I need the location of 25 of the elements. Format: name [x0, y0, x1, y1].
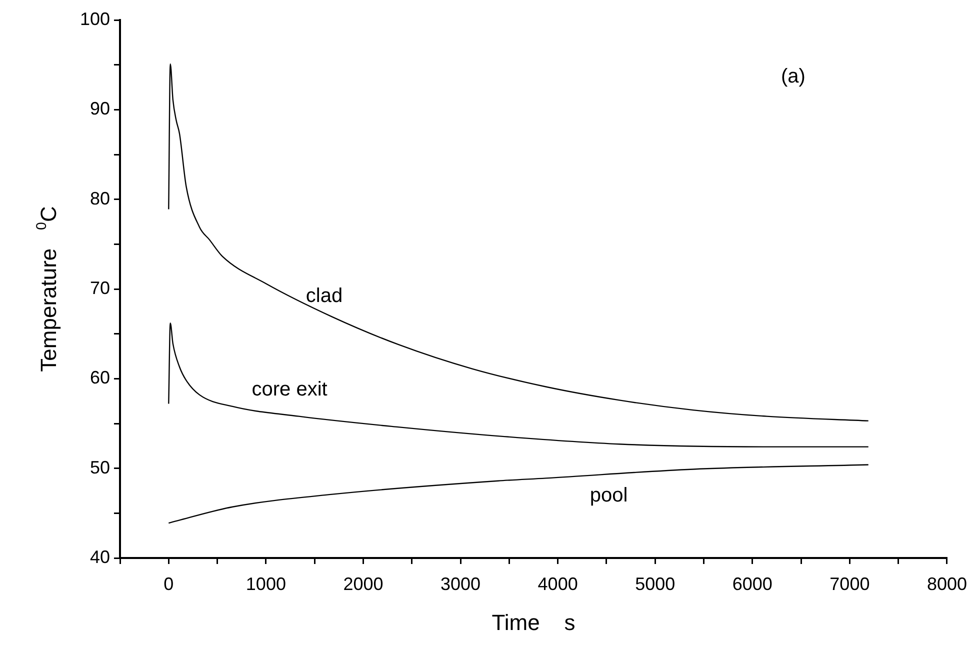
- y-tick-label: 70: [90, 278, 110, 298]
- x-tick-label: 2000: [343, 574, 384, 594]
- x-tick-label: 6000: [732, 574, 772, 594]
- x-tick-label: 3000: [440, 574, 481, 594]
- x-tick-label: 8000: [926, 574, 967, 594]
- annotation: (a): [780, 66, 806, 88]
- x-tick-label: 5000: [635, 574, 676, 594]
- y-tick-label: 100: [80, 8, 110, 29]
- y-tick-label: 80: [90, 188, 110, 208]
- y-tick-label: 50: [90, 457, 110, 478]
- y-tick-label: 40: [90, 546, 110, 567]
- line-series: [168, 322, 869, 448]
- x-tick-label: 1000: [246, 574, 286, 594]
- x-tick-label: 7000: [830, 574, 870, 594]
- x-tick-label: 4000: [538, 574, 578, 594]
- annotation: clad: [306, 285, 343, 308]
- x-tick-label: 0: [164, 574, 174, 594]
- annotation: pool: [590, 484, 628, 507]
- y-axis-title: Temperature 0C: [34, 206, 61, 372]
- line-series: [168, 464, 869, 524]
- x-axis-title: Time s: [492, 610, 576, 635]
- y-tick-label: 60: [90, 368, 110, 388]
- line-series: [168, 63, 869, 422]
- y-tick-label: 90: [90, 98, 110, 119]
- annotation: core exit: [252, 378, 328, 401]
